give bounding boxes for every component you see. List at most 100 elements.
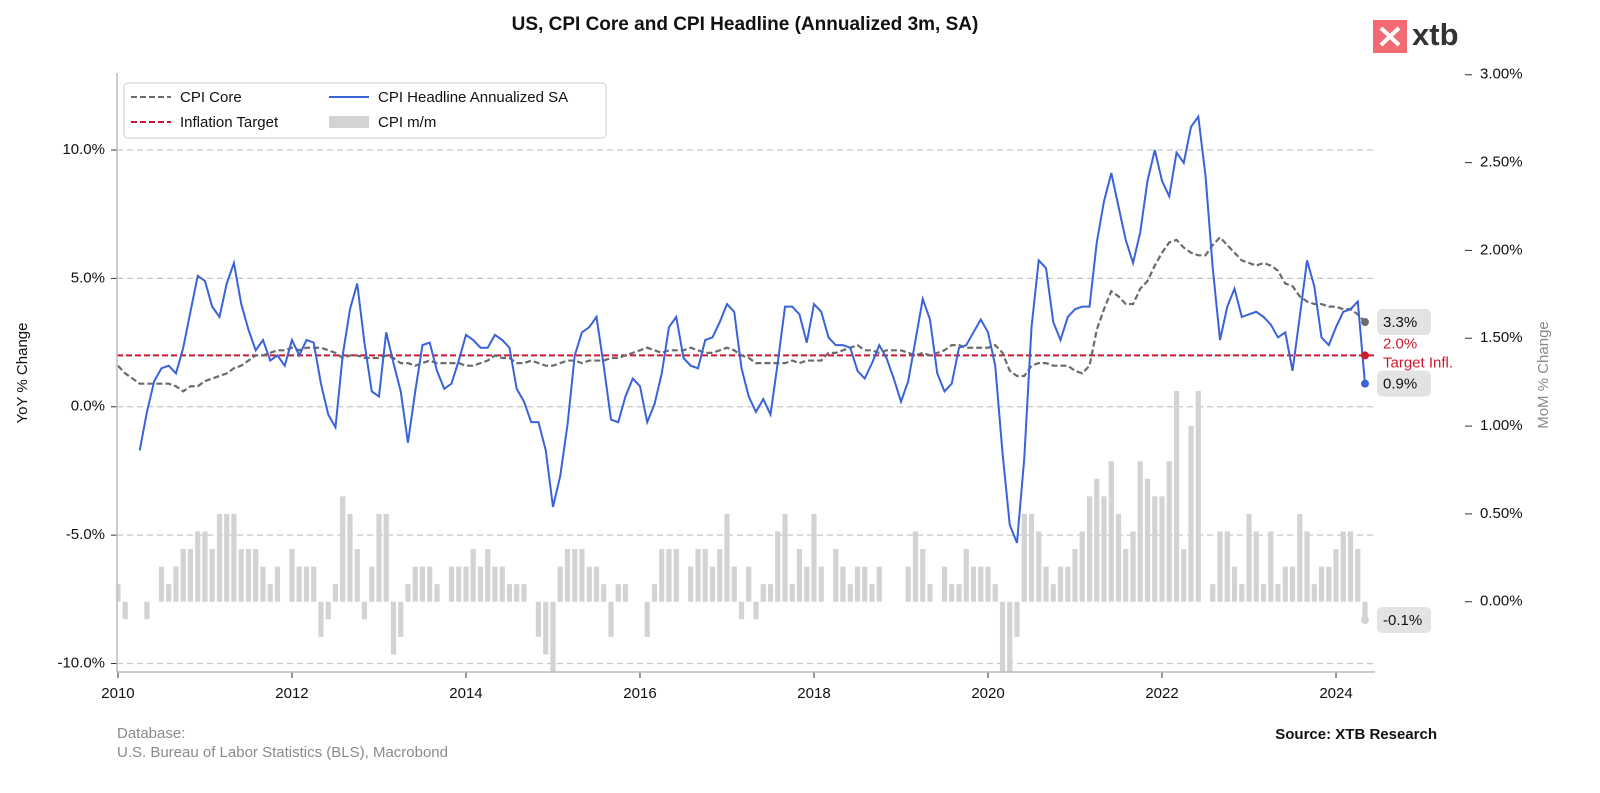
bar [1166, 461, 1172, 602]
bar [209, 549, 215, 602]
x-tick-label: 2014 [449, 685, 482, 702]
bar [1108, 461, 1114, 602]
bar [738, 601, 745, 620]
bar [876, 566, 882, 602]
bar [274, 566, 281, 602]
bar [427, 566, 433, 602]
bar [117, 584, 121, 602]
y2-tick-label: 0.00% [1480, 593, 1523, 610]
bar [789, 584, 795, 602]
bar [448, 566, 455, 602]
bar [992, 584, 998, 602]
bar [702, 549, 708, 602]
bar [456, 566, 462, 602]
bar [1137, 461, 1143, 602]
y-tick-label: -10.0% [57, 654, 105, 671]
bar [833, 549, 839, 602]
bar [180, 549, 186, 602]
bar [608, 601, 614, 637]
bar [535, 601, 542, 637]
bar [999, 601, 1006, 672]
bar [1260, 584, 1267, 602]
y-axis-label: YoY % Change [14, 323, 31, 424]
x-tick-label: 2024 [1319, 685, 1352, 702]
bar [1275, 584, 1281, 602]
bar [1253, 531, 1259, 602]
bar [956, 584, 962, 602]
line [117, 235, 1366, 393]
end-point [1360, 351, 1369, 360]
end-label-box [1377, 607, 1431, 633]
line [138, 113, 1366, 544]
bar [760, 584, 766, 602]
bar [586, 566, 592, 602]
target-label: Target Infl. [1383, 354, 1453, 371]
bar [1086, 496, 1093, 602]
bar [463, 566, 469, 602]
legend-label: CPI Core [180, 89, 242, 106]
chart-title: US, CPI Core and CPI Headline (Annualize… [512, 14, 979, 35]
bar [253, 549, 259, 602]
bar [1333, 549, 1339, 602]
bar [1239, 584, 1245, 602]
x-tick-label: 2012 [275, 685, 308, 702]
y2-tick-label: 1.00% [1480, 417, 1523, 434]
bar [717, 549, 723, 602]
x-tick-label: 2010 [101, 685, 134, 702]
end-label: 3.3% [1383, 314, 1417, 331]
bar [1043, 566, 1049, 602]
bar [485, 549, 491, 602]
end-label-box [1377, 309, 1431, 336]
bar [1036, 531, 1042, 602]
y2-tick-label: 2.50% [1480, 154, 1523, 171]
bar [122, 601, 128, 620]
bar [1065, 566, 1071, 602]
end-label: 0.9% [1383, 376, 1417, 393]
bar [340, 496, 346, 602]
bar [1340, 531, 1346, 602]
bar [521, 584, 527, 602]
bar [369, 566, 375, 602]
y2-axis-label: MoM % Change [1535, 321, 1552, 429]
bar [796, 549, 803, 602]
bar [601, 584, 607, 602]
bar [499, 566, 505, 602]
logo-cross [1379, 26, 1401, 47]
bar [158, 566, 165, 602]
bar [927, 584, 933, 602]
axes: -10.0% -5.0% 0.0% 5.0% 10.0% 0.00% 0.50% 1.00% 1… [57, 66, 1522, 702]
bar [419, 566, 426, 602]
bar [709, 566, 716, 602]
source: Source: XTB Research [1275, 726, 1437, 743]
bar [1079, 531, 1085, 602]
y2-tick-label: 1.50% [1480, 329, 1523, 346]
bar [1217, 531, 1223, 602]
bar [811, 513, 817, 602]
bar [1152, 496, 1158, 602]
bar [564, 549, 571, 602]
y2-tick-label: 0.50% [1480, 505, 1523, 522]
x-tick-label: 2020 [971, 685, 1004, 702]
bar [1347, 531, 1354, 602]
bar [1311, 584, 1317, 602]
bar [978, 566, 984, 602]
bar [695, 549, 701, 602]
bar [543, 601, 549, 655]
bar [1173, 390, 1180, 602]
bar [390, 601, 397, 655]
bar [1123, 549, 1129, 602]
bar [659, 549, 665, 602]
bar [1159, 496, 1165, 602]
x-tick-label: 2016 [623, 685, 656, 702]
legend-label: CPI Headline Annualized SA [378, 89, 568, 106]
bar [434, 584, 440, 602]
bar [651, 584, 658, 602]
bar [1181, 549, 1187, 602]
bar [1297, 513, 1303, 602]
end-point [1360, 318, 1369, 327]
bar [477, 566, 484, 602]
bar [231, 513, 237, 602]
bar [296, 566, 302, 602]
end-point [1360, 379, 1369, 388]
bar [216, 513, 223, 602]
